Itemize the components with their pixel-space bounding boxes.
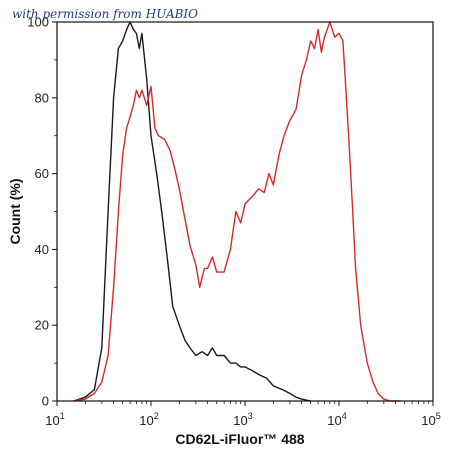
y-axis-title: Count (%) <box>7 178 23 244</box>
x-tick-label: 102 <box>139 411 158 428</box>
x-tick-label: 103 <box>233 411 252 428</box>
x-tick-label: 104 <box>327 411 346 428</box>
series-line-2 <box>73 21 401 402</box>
series-line-1 <box>73 21 311 402</box>
x-tick-exponent: 3 <box>248 411 253 421</box>
x-tick-label: 101 <box>45 411 64 428</box>
y-tick-label: 100 <box>27 15 49 30</box>
y-tick-label: 20 <box>35 318 49 333</box>
x-tick-exponent: 2 <box>154 411 159 421</box>
x-tick-exponent: 5 <box>436 411 441 421</box>
y-tick-label: 80 <box>35 90 49 105</box>
x-tick-exponent: 4 <box>342 411 347 421</box>
x-tick-exponent: 1 <box>60 411 65 421</box>
watermark-text: with permission from HUABIO <box>12 7 198 21</box>
x-tick-label: 105 <box>421 411 440 428</box>
x-axis-title: CD62L-iFluor™ 488 <box>175 431 304 447</box>
curves-group <box>73 21 401 402</box>
y-tick-label: 60 <box>35 166 49 181</box>
y-tick-label: 40 <box>35 242 49 257</box>
plot-frame <box>56 21 434 402</box>
y-tick-label: 0 <box>42 394 49 409</box>
